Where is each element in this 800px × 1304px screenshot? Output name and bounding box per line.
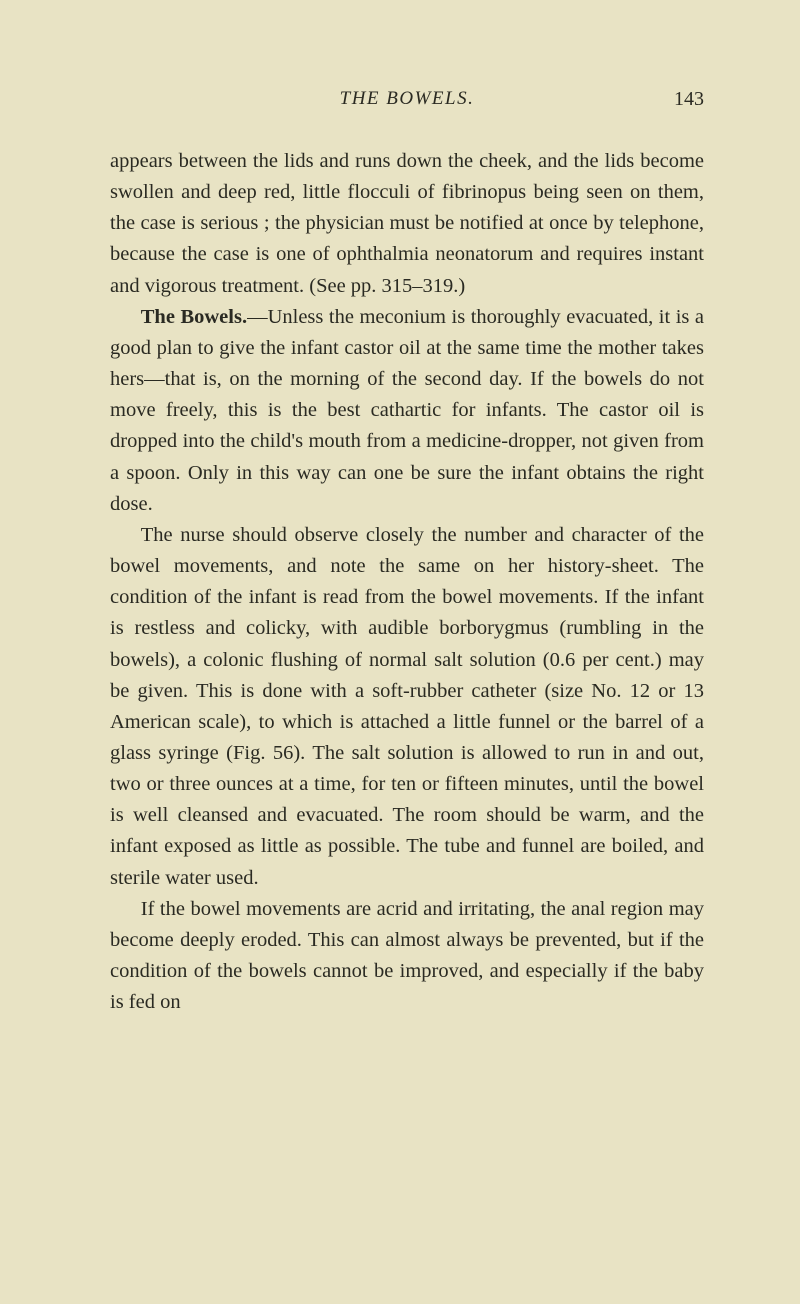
paragraph: appears between the lids and runs down t… (110, 146, 704, 302)
body-text: appears between the lids and runs down t… (110, 146, 704, 1018)
paragraph: The nurse should observe closely the num… (110, 520, 704, 894)
paragraph: The Bowels.—Unless the meconium is thoro… (110, 302, 704, 520)
running-header: THE BOWELS. 143 (110, 88, 704, 110)
running-title: THE BOWELS. (340, 88, 475, 110)
paragraph-text: —Unless the meconium is thoroughly evacu… (110, 306, 704, 515)
paragraph: If the bowel movements are acrid and irr… (110, 894, 704, 1019)
section-heading: The Bowels. (141, 306, 247, 328)
page-number: 143 (674, 88, 704, 111)
